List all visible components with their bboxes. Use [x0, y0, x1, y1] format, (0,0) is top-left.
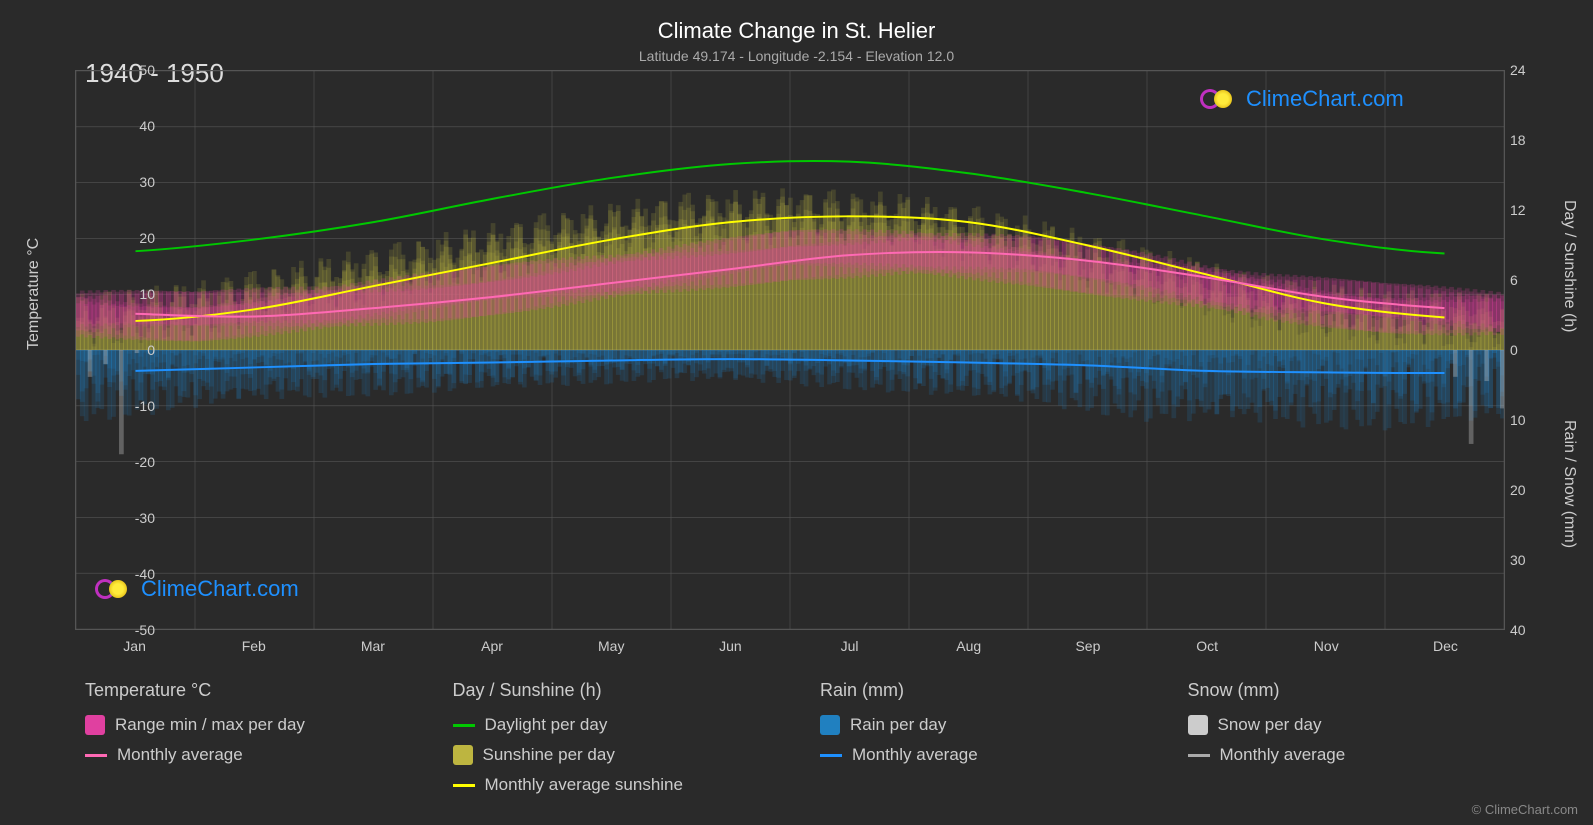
legend-label: Monthly average [117, 745, 243, 765]
y-axis-right-top-label: Day / Sunshine (h) [1560, 200, 1578, 333]
x-tick-month: Jun [719, 638, 742, 654]
legend-item: Range min / max per day [85, 715, 413, 735]
y-tick-left: -10 [115, 398, 155, 414]
y-tick-right-bottom: 40 [1510, 622, 1526, 638]
legend-item: Snow per day [1188, 715, 1516, 735]
y-tick-left: 30 [115, 174, 155, 190]
legend-swatch [453, 784, 475, 787]
legend-item: Monthly average [820, 745, 1148, 765]
legend-label: Rain per day [850, 715, 946, 735]
legend-daylight: Day / Sunshine (h) Daylight per day Sunsh… [453, 680, 781, 805]
chart-svg [76, 71, 1504, 629]
y-tick-left: -30 [115, 510, 155, 526]
legend-swatch [85, 715, 105, 735]
chart-plot-area [75, 70, 1505, 630]
legend-swatch [820, 715, 840, 735]
legend-label: Monthly average [1220, 745, 1346, 765]
y-tick-right-top: 24 [1510, 62, 1526, 78]
x-tick-month: Jul [841, 638, 859, 654]
legend-snow: Snow (mm) Snow per day Monthly average [1188, 680, 1516, 805]
x-tick-month: Aug [956, 638, 981, 654]
y-tick-left: -20 [115, 454, 155, 470]
watermark-top: ClimeChart.com [1200, 85, 1404, 113]
y-tick-right-bottom: 10 [1510, 412, 1526, 428]
x-tick-month: May [598, 638, 624, 654]
x-tick-month: Oct [1196, 638, 1218, 654]
legend-title: Temperature °C [85, 680, 413, 701]
copyright-text: © ClimeChart.com [1472, 802, 1578, 817]
chart-title: Climate Change in St. Helier [0, 18, 1593, 44]
y-tick-right-bottom: 30 [1510, 552, 1526, 568]
legend-swatch [1188, 715, 1208, 735]
x-tick-month: Apr [481, 638, 503, 654]
chart-subtitle: Latitude 49.174 - Longitude -2.154 - Ele… [0, 48, 1593, 64]
legend-item: Monthly average [85, 745, 413, 765]
y-tick-left: 40 [115, 118, 155, 134]
legend-title: Day / Sunshine (h) [453, 680, 781, 701]
legend-label: Sunshine per day [483, 745, 615, 765]
y-tick-left: 20 [115, 230, 155, 246]
y-axis-left-label: Temperature °C [25, 238, 43, 350]
climechart-logo-icon [95, 575, 135, 603]
legend-label: Monthly average [852, 745, 978, 765]
legend-title: Rain (mm) [820, 680, 1148, 701]
legend-label: Snow per day [1218, 715, 1322, 735]
x-tick-month: Feb [242, 638, 266, 654]
y-tick-left: 50 [115, 62, 155, 78]
x-tick-month: Jan [123, 638, 146, 654]
legend-temperature: Temperature °C Range min / max per day Mo… [85, 680, 413, 805]
legend-swatch [453, 724, 475, 727]
legend-item: Rain per day [820, 715, 1148, 735]
y-tick-right-top: 6 [1510, 272, 1518, 288]
y-tick-left: -50 [115, 622, 155, 638]
legend-label: Monthly average sunshine [485, 775, 683, 795]
y-tick-right-top: 12 [1510, 202, 1526, 218]
legend-item: Monthly average [1188, 745, 1516, 765]
legend-swatch [453, 745, 473, 765]
legend-label: Daylight per day [485, 715, 608, 735]
legend-swatch [85, 754, 107, 757]
legend-item: Monthly average sunshine [453, 775, 781, 795]
legend-label: Range min / max per day [115, 715, 305, 735]
y-tick-right-bottom: 20 [1510, 482, 1526, 498]
y-tick-right-top: 18 [1510, 132, 1526, 148]
chart-legend: Temperature °C Range min / max per day Mo… [85, 680, 1515, 805]
y-tick-right-top: 0 [1510, 342, 1518, 358]
x-tick-month: Nov [1314, 638, 1339, 654]
y-tick-left: 10 [115, 286, 155, 302]
y-tick-left: 0 [115, 342, 155, 358]
x-tick-month: Sep [1075, 638, 1100, 654]
legend-swatch [820, 754, 842, 757]
x-tick-month: Mar [361, 638, 385, 654]
legend-title: Snow (mm) [1188, 680, 1516, 701]
climechart-logo-icon [1200, 85, 1240, 113]
watermark-bottom: ClimeChart.com [95, 575, 299, 603]
x-tick-month: Dec [1433, 638, 1458, 654]
legend-rain: Rain (mm) Rain per day Monthly average [820, 680, 1148, 805]
legend-swatch [1188, 754, 1210, 757]
legend-item: Sunshine per day [453, 745, 781, 765]
y-axis-right-bottom-label: Rain / Snow (mm) [1560, 420, 1578, 548]
legend-item: Daylight per day [453, 715, 781, 735]
